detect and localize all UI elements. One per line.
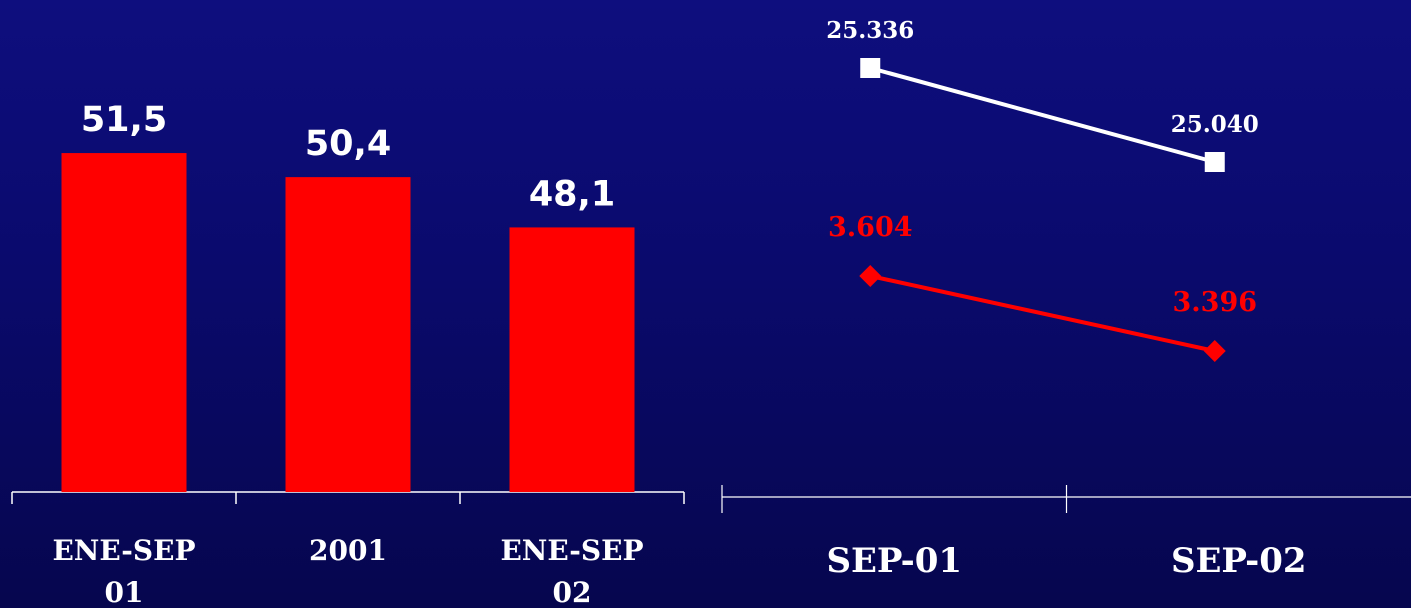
bar-chart: 51,5 50,4 48,1 ENE-SEP 01 2001 ENE-SEP 02 <box>11 100 685 608</box>
bar-value-label: 51,5 <box>81 100 167 140</box>
line-value-label: 25.040 <box>1171 111 1259 138</box>
line-chart: 25.336 25.040 3.604 3.396 SEP-01 SEP-02 <box>721 17 1411 581</box>
bar-category-label: 02 <box>553 576 592 608</box>
line-value-label: 3.396 <box>1172 287 1257 318</box>
line-marker <box>859 265 882 287</box>
bar-category-label: 01 <box>105 576 144 608</box>
line-value-label: 25.336 <box>826 17 914 44</box>
bar-value-label: 50,4 <box>305 124 391 164</box>
bar-category-label: ENE-SEP <box>500 534 643 567</box>
line-category-label: SEP-01 <box>826 541 962 581</box>
line-series <box>869 66 1216 164</box>
bar-value-label: 48,1 <box>529 174 615 214</box>
line-series <box>869 274 1216 353</box>
line-marker <box>1203 340 1226 362</box>
bar <box>61 153 187 493</box>
bar-category-label: 2001 <box>309 534 387 567</box>
line-marker <box>1204 152 1225 172</box>
line-value-label: 3.604 <box>828 212 913 243</box>
line-marker <box>860 58 881 78</box>
bar <box>285 177 411 492</box>
bar <box>509 227 635 492</box>
line-category-label: SEP-02 <box>1171 541 1307 581</box>
bar-category-label: ENE-SEP <box>52 534 195 567</box>
